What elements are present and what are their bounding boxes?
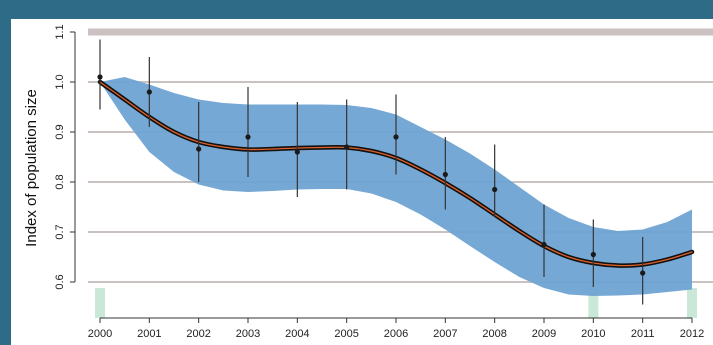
y-tick-label: 1.0 (54, 74, 66, 89)
x-tick-label: 2006 (384, 328, 408, 340)
data-point (492, 186, 498, 193)
x-tick-label: 2002 (186, 328, 210, 340)
y-tick-label: 0.7 (54, 224, 66, 239)
x-tick-label: 2001 (137, 328, 161, 340)
y-tick-label: 0.9 (54, 124, 66, 139)
x-markers (95, 288, 697, 318)
y-axis-ticks: 0.6 0.7 0.8 0.9 1.0 1.1 (54, 24, 76, 290)
data-point (245, 134, 251, 140)
x-marker (95, 288, 105, 318)
x-tick-label: 2010 (581, 328, 605, 340)
data-point (146, 89, 152, 95)
y-axis-label: Index of population size (23, 89, 40, 247)
data-point (294, 149, 300, 155)
x-axis-ticks: 2000 2001 2002 2003 2004 2005 2006 2007 2008 2009… (88, 317, 704, 340)
data-point (393, 134, 399, 140)
x-tick-label: 2009 (532, 328, 556, 340)
x-tick-label: 2012 (680, 328, 704, 340)
x-tick-label: 2008 (482, 328, 506, 340)
x-tick-label: 2003 (236, 328, 260, 340)
data-point (344, 144, 350, 150)
x-tick-label: 2000 (88, 328, 112, 340)
x-marker (687, 288, 697, 318)
x-marker (588, 288, 599, 318)
annual-estimates (97, 39, 646, 305)
data-point (97, 74, 103, 80)
y-tick-label: 0.8 (54, 174, 66, 189)
data-point (640, 270, 646, 276)
x-tick-label: 2005 (334, 328, 358, 340)
data-point (442, 171, 448, 178)
y-tick-label: 1.1 (54, 24, 66, 39)
y-tick-label: 0.6 (54, 274, 66, 289)
data-point (541, 241, 547, 248)
x-tick-label: 2004 (285, 328, 309, 340)
x-tick-label: 2007 (433, 328, 457, 340)
data-point (590, 251, 596, 258)
data-point (196, 146, 202, 152)
x-tick-label: 2011 (631, 328, 655, 340)
